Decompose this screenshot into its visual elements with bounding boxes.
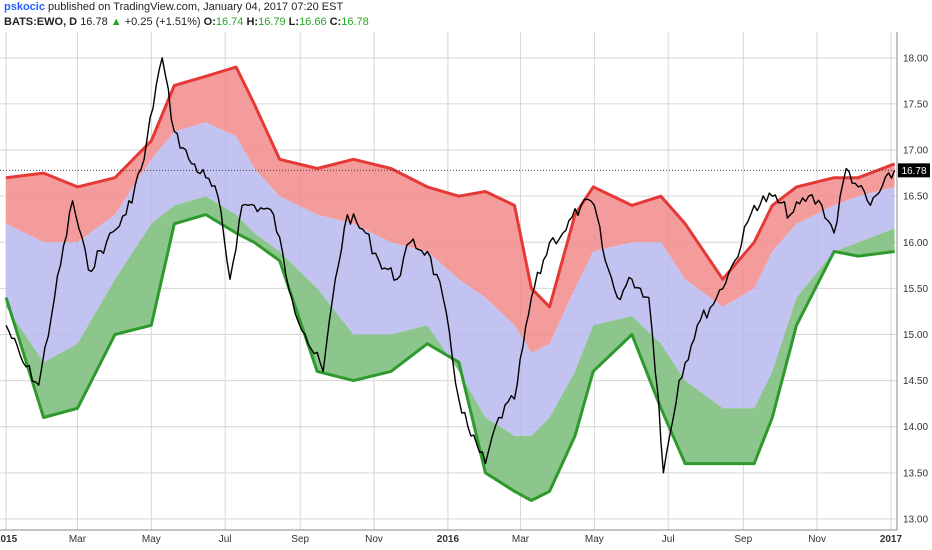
- publish-line: pskocic published on TradingView.com, Ja…: [4, 1, 343, 13]
- y-axis: 18.00 17.50 17.00 16.50 16.00 15.50 15.00 14.50…: [903, 53, 928, 525]
- last-price-badge-label: 16.78: [901, 166, 926, 177]
- x-tick-label: Sep: [734, 534, 752, 545]
- x-tick-label: Nov: [365, 534, 383, 545]
- y-tick-label: 16.00: [903, 238, 928, 249]
- y-tick-label: 14.00: [903, 422, 928, 433]
- y-tick-label: 14.50: [903, 376, 928, 387]
- close-label: C:: [329, 16, 342, 28]
- upper-band-line: [5, 65, 896, 309]
- up-arrow-icon: ▲: [110, 16, 122, 28]
- mid-fill: [6, 122, 895, 436]
- last-price-badge-bg: [898, 163, 930, 178]
- y-tick-label: 18.00: [903, 53, 928, 64]
- x-tick-label: May: [585, 534, 604, 545]
- y-tick-label: 16.50: [903, 192, 928, 203]
- high-value: 16.79: [258, 16, 286, 28]
- open-label: O:: [203, 16, 216, 28]
- close-value: 16.78: [341, 16, 369, 28]
- y-tick-label: 15.00: [903, 330, 928, 341]
- x-tick-label: Jul: [219, 534, 232, 545]
- x-tick-label: 2017: [880, 534, 903, 545]
- y-tick-label: 17.00: [903, 146, 928, 157]
- price-line: [5, 57, 896, 474]
- y-tick-label: 15.50: [903, 284, 928, 295]
- low-label: L:: [288, 16, 300, 28]
- symbol-label: BATS:EWO, D: [4, 16, 78, 28]
- low-value: 16.66: [299, 16, 327, 28]
- high-label: H:: [246, 16, 259, 28]
- y-tick-label: 13.50: [903, 468, 928, 479]
- x-tick-label: Sep: [291, 534, 309, 545]
- open-value: 16.74: [215, 16, 244, 28]
- publish-text: published on TradingView.com, January 04…: [48, 1, 344, 13]
- price-change: +0.25 (+1.51%): [124, 16, 201, 28]
- x-tick-label: Mar: [512, 534, 530, 545]
- x-tick-label: 2015: [0, 534, 18, 545]
- x-tick-label: Mar: [69, 534, 87, 545]
- quote-line: BATS:EWO, D 16.78 ▲ +0.25 (+1.51%) O:16.…: [4, 16, 369, 28]
- last-price: 16.78: [80, 16, 108, 28]
- x-tick-label: 2016: [437, 534, 460, 545]
- lower-band-line: [4, 213, 895, 502]
- author-name[interactable]: pskocic: [4, 1, 45, 13]
- x-tick-label: Jul: [662, 534, 675, 545]
- upper-fill: [6, 67, 895, 353]
- x-axis: 2015 Mar May Jul Sep Nov 2016 Mar May Jul Sep Nov 20…: [0, 534, 903, 545]
- x-tick-label: May: [142, 534, 161, 545]
- y-tick-label: 13.00: [903, 514, 928, 525]
- x-tick-label: Nov: [808, 534, 826, 545]
- price-series: [5, 57, 896, 474]
- y-tick-label: 17.50: [903, 99, 928, 110]
- last-price-badge: 16.78: [898, 163, 930, 178]
